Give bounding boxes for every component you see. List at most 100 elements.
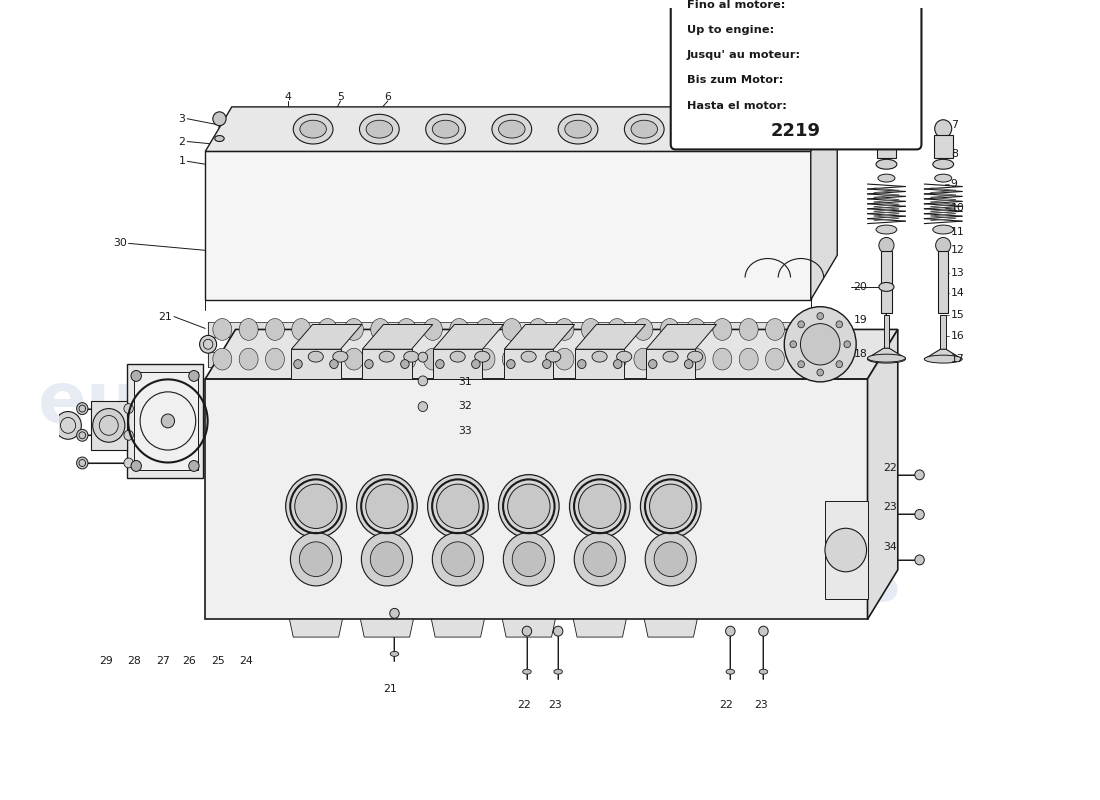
Ellipse shape bbox=[503, 318, 521, 340]
Polygon shape bbox=[504, 325, 574, 350]
Circle shape bbox=[295, 484, 338, 529]
Ellipse shape bbox=[558, 114, 598, 144]
Polygon shape bbox=[433, 350, 483, 379]
Ellipse shape bbox=[292, 318, 310, 340]
Text: 5: 5 bbox=[337, 92, 344, 102]
Text: Jusqu' au moteur:: Jusqu' au moteur: bbox=[686, 50, 801, 60]
Ellipse shape bbox=[868, 354, 905, 362]
Ellipse shape bbox=[265, 348, 285, 370]
Text: 1: 1 bbox=[178, 156, 186, 166]
Circle shape bbox=[522, 626, 531, 636]
Circle shape bbox=[878, 120, 895, 138]
Ellipse shape bbox=[617, 351, 631, 362]
Text: 14: 14 bbox=[950, 288, 965, 298]
Circle shape bbox=[418, 352, 428, 362]
Ellipse shape bbox=[476, 318, 495, 340]
Text: 7: 7 bbox=[950, 120, 958, 130]
Text: 17: 17 bbox=[950, 354, 965, 364]
Circle shape bbox=[879, 238, 894, 254]
Circle shape bbox=[294, 360, 302, 369]
Circle shape bbox=[825, 528, 867, 572]
Circle shape bbox=[472, 360, 480, 369]
Ellipse shape bbox=[300, 120, 327, 138]
Polygon shape bbox=[134, 372, 198, 470]
Circle shape bbox=[507, 484, 550, 529]
Ellipse shape bbox=[212, 318, 232, 340]
Text: 18: 18 bbox=[854, 349, 867, 359]
Circle shape bbox=[498, 474, 559, 538]
Ellipse shape bbox=[404, 351, 419, 362]
Circle shape bbox=[578, 360, 586, 369]
Text: 22: 22 bbox=[883, 463, 898, 473]
Ellipse shape bbox=[239, 318, 258, 340]
Circle shape bbox=[131, 461, 142, 471]
Bar bbox=[938, 251, 948, 313]
Circle shape bbox=[286, 474, 346, 538]
Circle shape bbox=[441, 542, 474, 577]
Text: 8: 8 bbox=[950, 150, 958, 159]
Circle shape bbox=[684, 360, 693, 369]
Circle shape bbox=[798, 321, 804, 328]
Ellipse shape bbox=[726, 670, 735, 674]
Text: 22: 22 bbox=[517, 700, 531, 710]
Circle shape bbox=[436, 360, 444, 369]
Ellipse shape bbox=[933, 159, 954, 170]
Text: Up to engine:: Up to engine: bbox=[686, 25, 774, 35]
Ellipse shape bbox=[766, 318, 784, 340]
Ellipse shape bbox=[318, 348, 337, 370]
Circle shape bbox=[583, 542, 616, 577]
Ellipse shape bbox=[294, 114, 333, 144]
Text: 23: 23 bbox=[883, 502, 898, 513]
Text: 2: 2 bbox=[178, 137, 186, 146]
Polygon shape bbox=[431, 619, 484, 637]
Text: eurospares: eurospares bbox=[446, 547, 902, 616]
Text: 32: 32 bbox=[458, 401, 472, 410]
Ellipse shape bbox=[556, 348, 574, 370]
Circle shape bbox=[189, 461, 199, 471]
Ellipse shape bbox=[634, 318, 653, 340]
Bar bbox=[881, 251, 892, 313]
Text: 6: 6 bbox=[384, 92, 392, 102]
Ellipse shape bbox=[432, 120, 459, 138]
Circle shape bbox=[365, 484, 408, 529]
Text: 28: 28 bbox=[128, 656, 141, 666]
Circle shape bbox=[365, 360, 373, 369]
Ellipse shape bbox=[868, 355, 905, 363]
Circle shape bbox=[212, 112, 227, 126]
Ellipse shape bbox=[397, 348, 416, 370]
Ellipse shape bbox=[663, 351, 678, 362]
Circle shape bbox=[915, 555, 924, 565]
Text: 23: 23 bbox=[549, 700, 562, 710]
Text: 12: 12 bbox=[950, 246, 965, 255]
Circle shape bbox=[936, 238, 950, 254]
Text: 29: 29 bbox=[99, 656, 113, 666]
Circle shape bbox=[55, 411, 81, 439]
Polygon shape bbox=[868, 350, 905, 359]
Polygon shape bbox=[292, 325, 362, 350]
Ellipse shape bbox=[424, 348, 442, 370]
Polygon shape bbox=[868, 348, 905, 358]
Circle shape bbox=[646, 533, 696, 586]
Ellipse shape bbox=[739, 318, 758, 340]
Circle shape bbox=[935, 120, 952, 138]
Circle shape bbox=[579, 484, 621, 529]
Text: 20: 20 bbox=[854, 282, 867, 292]
Ellipse shape bbox=[371, 318, 389, 340]
Circle shape bbox=[790, 341, 796, 348]
Text: 34: 34 bbox=[883, 542, 898, 552]
Text: 10: 10 bbox=[950, 202, 965, 213]
Polygon shape bbox=[575, 325, 646, 350]
Ellipse shape bbox=[212, 348, 232, 370]
Circle shape bbox=[759, 626, 768, 636]
Ellipse shape bbox=[333, 351, 348, 362]
Polygon shape bbox=[362, 350, 411, 379]
Circle shape bbox=[330, 360, 338, 369]
Circle shape bbox=[798, 361, 804, 368]
Circle shape bbox=[189, 370, 199, 382]
Circle shape bbox=[649, 484, 692, 529]
Ellipse shape bbox=[503, 348, 521, 370]
Circle shape bbox=[817, 313, 824, 319]
Circle shape bbox=[124, 430, 133, 440]
Bar bbox=[883, 314, 889, 350]
Ellipse shape bbox=[475, 351, 490, 362]
